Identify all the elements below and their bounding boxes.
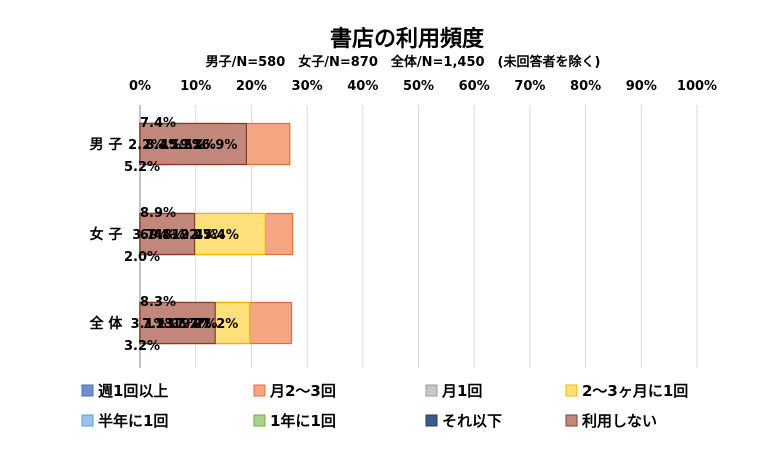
bar-segment xyxy=(139,122,247,166)
legend-label: 週1回以上 xyxy=(98,382,168,400)
data-label: 19.1% xyxy=(171,138,216,153)
y-category-label: 女 子 xyxy=(90,226,123,243)
x-tick-label: 10% xyxy=(180,79,211,94)
legend-label: 月2～3回 xyxy=(269,382,336,400)
legend-label: それ以下 xyxy=(442,412,502,430)
legend-swatch xyxy=(425,414,438,427)
chart-title: 書店の利用頻度 xyxy=(330,26,485,52)
data-label: 9.8% xyxy=(149,228,185,243)
data-label: 8.9% xyxy=(140,206,176,221)
data-label: 7.2% xyxy=(142,317,178,332)
legend-swatch xyxy=(253,384,266,397)
data-label: 3.2% xyxy=(124,339,160,354)
data-label: 26.9% xyxy=(192,138,237,153)
x-tick-label: 20% xyxy=(236,79,267,94)
x-axis-ticks: 0% 10% 20% 30% 40% 50% 60% 70% 80% 90% 100% xyxy=(129,79,717,94)
data-label: 17.7% xyxy=(167,317,212,332)
legend-label: 月1回 xyxy=(441,382,482,400)
bar-segment xyxy=(139,301,216,345)
data-label: 2.2% xyxy=(128,138,164,153)
data-label: 19.4% xyxy=(171,228,216,243)
legend-swatch xyxy=(81,384,94,397)
legend-swatch xyxy=(253,414,266,427)
data-label: 3.7% xyxy=(132,228,168,243)
x-tick-label: 80% xyxy=(570,79,601,94)
data-label: 8.3% xyxy=(140,295,176,310)
data-label: 7.4% xyxy=(140,116,176,131)
x-tick-label: 70% xyxy=(514,79,545,94)
legend-label: 利用しない xyxy=(582,412,657,430)
data-label: 15.5% xyxy=(161,138,206,153)
data-label: 15.2% xyxy=(160,138,205,153)
y-category-label: 全 体 xyxy=(89,315,124,332)
legend-label: 半年に1回 xyxy=(98,412,168,430)
data-label: 19.7% xyxy=(172,317,217,332)
x-tick-label: 0% xyxy=(129,79,151,94)
bars xyxy=(139,122,294,345)
data-label: 27.4% xyxy=(194,228,239,243)
legend-label: 2～3ヶ月に1回 xyxy=(582,382,688,400)
legend-swatch xyxy=(565,414,578,427)
data-label: 5.2% xyxy=(124,160,160,175)
data-label: 8.4% xyxy=(145,138,181,153)
x-tick-label: 40% xyxy=(347,79,378,94)
x-tick-label: 60% xyxy=(459,79,490,94)
data-label: 3.1% xyxy=(131,317,167,332)
bar-segment xyxy=(139,212,196,256)
data-label: 13.5% xyxy=(155,317,200,332)
data-label: 27.2% xyxy=(193,317,238,332)
legend-swatch xyxy=(425,384,438,397)
data-label: 6.4% xyxy=(140,228,176,243)
data-label: 22.5% xyxy=(180,228,225,243)
y-axis-labels: 男 子女 子全 体 xyxy=(89,137,124,332)
legend-label: 1年に1回 xyxy=(270,412,336,430)
x-tick-label: 50% xyxy=(403,79,434,94)
x-tick-label: 100% xyxy=(677,79,717,94)
chart-subtitle: 男子/N=580 女子/N=870 全体/N=1,450 (未回答者を除く) xyxy=(206,54,601,70)
x-tick-label: 90% xyxy=(626,79,657,94)
data-label: 2.0% xyxy=(124,250,160,265)
y-category-label: 男 子 xyxy=(90,137,123,153)
legend-swatch xyxy=(565,384,578,397)
x-tick-label: 30% xyxy=(292,79,323,94)
legend-swatch xyxy=(81,414,94,427)
data-labels: 8.4% 26.9%15.2%15.5% 7.4% 2.2% 5.2% 19.1% 6.4%… xyxy=(124,116,239,354)
